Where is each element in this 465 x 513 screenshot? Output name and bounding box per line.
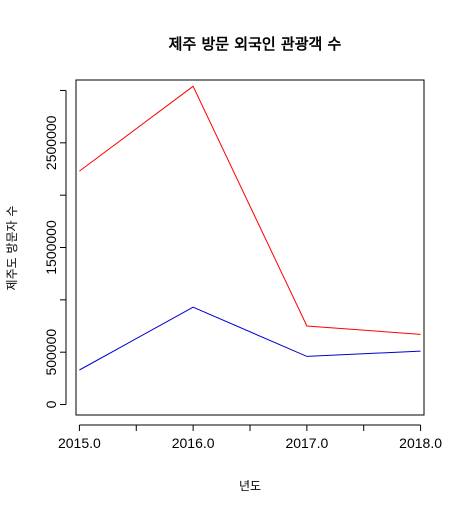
y-axis: 0 500000 1500000 2500000 (43, 89, 67, 408)
y-tick-label: 500000 (43, 329, 59, 376)
x-axis: 2015.0 2016.0 2017.0 2018.0 (58, 424, 442, 451)
y-tick-label: 0 (43, 400, 59, 408)
x-tick-label: 2018.0 (399, 435, 442, 451)
y-axis-label: 제주도 방문자 수 (5, 206, 19, 291)
series-line-2 (79, 306, 421, 371)
plot-area (79, 85, 421, 371)
x-tick-label: 2016.0 (172, 435, 215, 451)
y-tick-label: 1500000 (43, 220, 59, 275)
chart-title: 제주 방문 외국인 관광객 수 (169, 35, 342, 53)
y-tick-label: 2500000 (43, 115, 59, 170)
series-line-1 (79, 85, 421, 335)
plot-frame (75, 79, 425, 416)
x-tick-label: 2017.0 (285, 435, 328, 451)
x-axis-label: 년도 (239, 479, 261, 493)
x-tick-label: 2015.0 (58, 435, 101, 451)
